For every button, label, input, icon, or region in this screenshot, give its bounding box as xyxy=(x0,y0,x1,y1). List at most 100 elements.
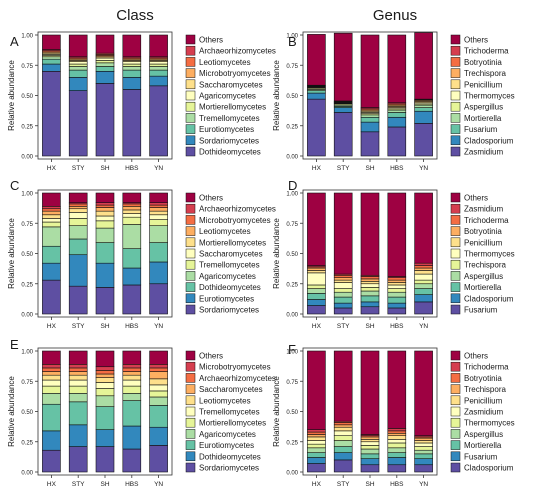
bar-segment xyxy=(360,34,380,108)
legend-label: Others xyxy=(464,36,488,45)
bar-segment xyxy=(307,436,326,441)
legend-swatch xyxy=(185,384,196,394)
bar-segment xyxy=(333,424,353,428)
bar-segment xyxy=(95,71,115,84)
x-tick-label: YN xyxy=(154,323,163,330)
y-tick-label: 0.00 xyxy=(286,471,298,477)
legend-swatch xyxy=(450,146,461,157)
legend-swatch xyxy=(185,226,196,236)
bar-segment xyxy=(95,210,115,217)
legend-swatch xyxy=(450,440,461,450)
bar-segment xyxy=(333,302,353,309)
legend-swatch xyxy=(185,192,196,203)
bar-segment xyxy=(414,437,433,441)
bar-segment xyxy=(414,301,433,315)
bar-segment xyxy=(122,89,142,157)
bar-segment xyxy=(122,63,142,67)
bar-segment xyxy=(122,192,142,203)
legend-label: Dothideomycetes xyxy=(199,452,261,461)
bar-segment xyxy=(95,57,115,61)
bar-segment xyxy=(333,112,353,157)
legend-label: Dothideomycetes xyxy=(199,283,261,292)
bar-segment xyxy=(149,225,168,243)
bar-segment xyxy=(122,213,142,218)
bar-segment xyxy=(122,385,142,394)
legend-swatch xyxy=(185,68,196,78)
x-tick-label: SH xyxy=(100,165,109,172)
legend-label: Botryotinia xyxy=(464,58,502,67)
panel-f: F Relative abundance 0.00 0.25 0.50 0.75 1.00 H… xyxy=(272,342,515,488)
legend-swatch xyxy=(185,350,196,361)
legend-swatch xyxy=(450,462,461,473)
x-tick-label: YN xyxy=(154,165,163,172)
y-tick-label: 0.25 xyxy=(286,282,298,288)
legend-label: Microbotryomycetes xyxy=(199,69,271,78)
bar-segment xyxy=(414,350,433,436)
bar-segment xyxy=(387,430,407,434)
bar-segment xyxy=(122,371,142,376)
bar-segment xyxy=(42,226,61,247)
y-tick-label: 1.00 xyxy=(286,34,298,40)
legend-swatch xyxy=(185,113,196,123)
bar-segment xyxy=(360,121,380,133)
header-genus: Genus xyxy=(373,7,417,24)
x-tick-label: SH xyxy=(365,323,374,330)
bar-segment xyxy=(387,282,407,286)
legend-swatch xyxy=(185,440,196,450)
bar-segment xyxy=(42,221,61,228)
panel-label: B xyxy=(288,34,297,49)
bar-segment xyxy=(122,248,142,269)
y-tick-label: 0.00 xyxy=(21,155,33,161)
bar-segment xyxy=(122,77,142,90)
bar-segment xyxy=(333,422,353,426)
legend-swatch xyxy=(185,373,196,383)
legend-label: Trichoderma xyxy=(464,216,509,225)
x-tick-label: HX xyxy=(312,481,322,488)
bar-segment xyxy=(68,285,88,315)
legend-label: Others xyxy=(464,194,488,203)
bar-segment xyxy=(149,396,168,406)
legend-swatch xyxy=(450,34,461,45)
bar-segment xyxy=(387,126,407,157)
bar-segment xyxy=(122,379,142,387)
bar-segment xyxy=(95,60,115,64)
bar-segment xyxy=(68,371,88,376)
bar-segment xyxy=(307,429,326,433)
bar-segment xyxy=(333,288,353,293)
bar-segment xyxy=(42,379,61,387)
x-tick-label: YN xyxy=(419,481,428,488)
bar-segment xyxy=(68,225,88,240)
bar-segment xyxy=(307,443,326,449)
legend-label: Mortierellomycetes xyxy=(199,419,266,428)
bar-segment xyxy=(360,439,380,443)
y-tick-label: 0.75 xyxy=(21,222,33,228)
bar-segment xyxy=(42,206,61,210)
bar-segment xyxy=(68,90,88,157)
bar-segment xyxy=(122,209,142,214)
bar-segment xyxy=(387,277,407,281)
x-tick-label: YN xyxy=(419,165,428,172)
x-tick-label: SH xyxy=(365,481,374,488)
x-tick-label: HBS xyxy=(125,165,139,172)
legend-swatch xyxy=(185,304,196,315)
bar-segment xyxy=(387,428,407,432)
legend-label: Trechispora xyxy=(464,69,506,78)
bar-segment xyxy=(360,114,380,118)
legend-label: Zasmidium xyxy=(464,205,503,214)
legend-swatch xyxy=(450,406,461,417)
bar-segment xyxy=(333,296,353,304)
x-tick-label: STY xyxy=(337,323,350,330)
bar-segment xyxy=(122,393,142,401)
legend-swatch xyxy=(450,68,461,78)
legend-label: Penicillium xyxy=(464,238,503,247)
bar-segment xyxy=(387,452,407,458)
bar-segment xyxy=(387,291,407,298)
y-tick-label: 0.00 xyxy=(286,313,298,319)
panel-label: E xyxy=(10,337,19,352)
bar-segment xyxy=(333,307,353,315)
bar-segment xyxy=(360,458,380,466)
x-tick-label: SH xyxy=(100,481,109,488)
y-tick-label: 0.00 xyxy=(286,155,298,161)
bar-segment xyxy=(95,373,115,378)
bar-segment xyxy=(42,371,61,376)
